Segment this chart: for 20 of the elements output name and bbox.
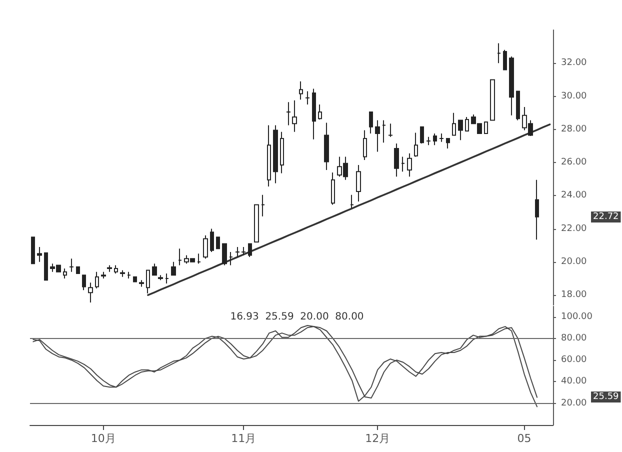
x-tick-label: 12月 <box>365 432 390 445</box>
x-tick-label: 10月 <box>90 432 116 445</box>
y-tick-label: 40.00 <box>561 376 588 387</box>
y-tick-label: 80.00 <box>561 333 588 344</box>
y-tick-label: 60.00 <box>561 355 588 366</box>
y-tick-label: 18.00 <box>561 290 588 300</box>
annotation: 16.93 25.59 20.00 80.00 <box>230 312 364 322</box>
y-tick-label: 28.00 <box>561 124 588 134</box>
text: 22.72 <box>593 212 619 222</box>
y-tick-label: 24.00 <box>561 190 588 201</box>
y-tick-label: 26.00 <box>561 158 588 168</box>
y-tick-label: 100.00 <box>561 312 593 322</box>
y-tick-label: 32.00 <box>561 58 588 68</box>
x-tick-label: 05 <box>517 432 532 445</box>
y-tick-label: 30.00 <box>561 91 588 102</box>
text: 25.59 <box>593 392 620 402</box>
y-tick-label: 22.00 <box>561 224 588 234</box>
y-tick-label: 20.00 <box>561 256 588 267</box>
y-tick-label: 20.00 <box>561 398 588 408</box>
x-tick-label: 11月 <box>231 432 256 445</box>
